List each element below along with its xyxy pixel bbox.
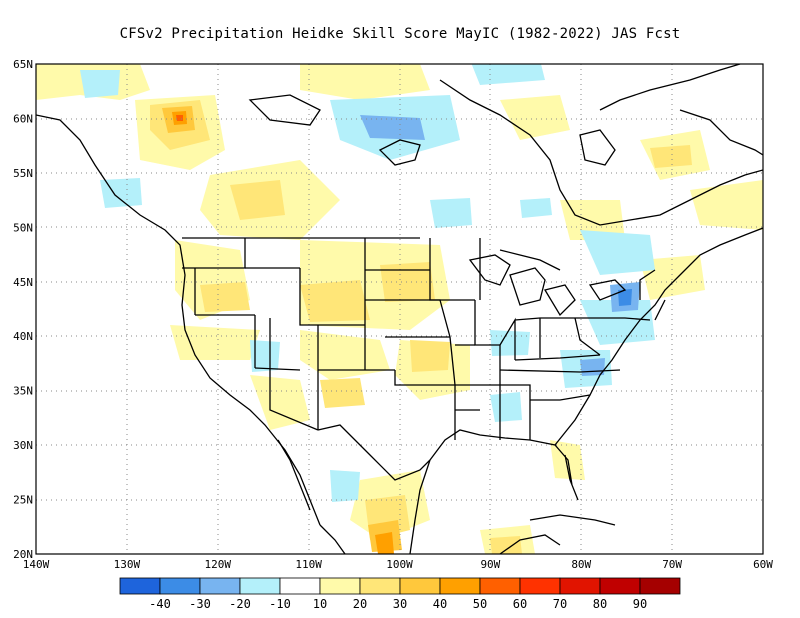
colorbar-box bbox=[439, 577, 481, 595]
colorbar-label: -20 bbox=[229, 597, 251, 611]
lat-tick-40N: 40N bbox=[13, 330, 33, 343]
lat-tick-45N: 45N bbox=[13, 276, 33, 289]
lon-tick-80W: 80W bbox=[571, 558, 591, 571]
lat-lon-grid bbox=[36, 64, 763, 554]
colorbar-box bbox=[239, 577, 281, 595]
colorbar-label: 50 bbox=[473, 597, 487, 611]
colorbar-label: 60 bbox=[513, 597, 527, 611]
lon-tick-60W: 60W bbox=[753, 558, 773, 571]
colorbar-label: 30 bbox=[393, 597, 407, 611]
colorbar-box bbox=[119, 577, 161, 595]
lat-tick-labels: 20N 25N 30N 35N 40N 45N 50N 55N 60N 65N bbox=[13, 58, 33, 561]
colorbar-label: -10 bbox=[269, 597, 291, 611]
coastlines bbox=[36, 64, 763, 554]
colorbar-label: -40 bbox=[149, 597, 171, 611]
colorbar-box bbox=[559, 577, 601, 595]
colorbar-label: 20 bbox=[353, 597, 367, 611]
state-borders bbox=[182, 237, 666, 481]
colorbar-box bbox=[399, 577, 441, 595]
lat-tick-20N: 20N bbox=[13, 548, 33, 561]
plot-frame bbox=[35, 63, 764, 555]
colorbar-label: 40 bbox=[433, 597, 447, 611]
colorbar-label: 10 bbox=[313, 597, 327, 611]
colorbar-label: 90 bbox=[633, 597, 647, 611]
chart-title: CFSv2 Precipitation Heidke Skill Score M… bbox=[119, 26, 681, 42]
lon-tick-140W: 140W bbox=[23, 558, 50, 571]
colorbar-box bbox=[479, 577, 521, 595]
lon-tick-130W: 130W bbox=[114, 558, 141, 571]
lon-tick-labels: 140W 130W 120W 110W 100W 90W 80W 70W 60W bbox=[23, 558, 774, 571]
lat-tick-30N: 30N bbox=[13, 439, 33, 452]
lat-tick-25N: 25N bbox=[13, 494, 33, 507]
colorbar-box bbox=[279, 577, 321, 595]
skill-minus10-minus20-patches bbox=[80, 64, 655, 502]
lat-tick-35N: 35N bbox=[13, 385, 33, 398]
colorbar-label: 70 bbox=[553, 597, 567, 611]
colorbar-box bbox=[639, 577, 681, 595]
lon-tick-70W: 70W bbox=[662, 558, 682, 571]
lat-tick-65N: 65N bbox=[13, 58, 33, 71]
colorbar-labels: -40 -30 -20 -10 10 20 30 40 50 60 70 80 90 bbox=[149, 597, 647, 611]
lat-tick-50N: 50N bbox=[13, 221, 33, 234]
lat-tick-55N: 55N bbox=[13, 167, 33, 180]
lon-tick-90W: 90W bbox=[480, 558, 500, 571]
skill-score-field bbox=[36, 64, 763, 554]
colorbar-box bbox=[159, 577, 201, 595]
colorbar-box bbox=[519, 577, 561, 595]
colorbar-box bbox=[319, 577, 361, 595]
skill-minus30-minus40-patches bbox=[618, 289, 632, 306]
colorbar-box bbox=[599, 577, 641, 595]
lon-tick-110W: 110W bbox=[295, 558, 322, 571]
lat-tick-60N: 60N bbox=[13, 112, 33, 125]
lon-tick-120W: 120W bbox=[205, 558, 232, 571]
colorbar-label: 80 bbox=[593, 597, 607, 611]
lon-tick-100W: 100W bbox=[386, 558, 413, 571]
colorbar-boxes bbox=[119, 577, 681, 595]
colorbar-label: -30 bbox=[189, 597, 211, 611]
colorbar-box bbox=[199, 577, 241, 595]
colorbar-box bbox=[359, 577, 401, 595]
